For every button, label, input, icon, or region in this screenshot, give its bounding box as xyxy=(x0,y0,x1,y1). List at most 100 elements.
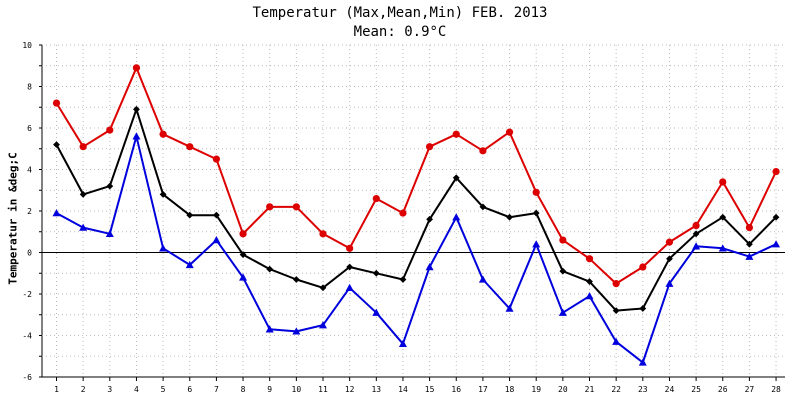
x-tick-label: 5 xyxy=(161,385,166,394)
data-point-triangle xyxy=(372,308,381,316)
data-point-circle xyxy=(186,143,194,151)
x-tick-label: 24 xyxy=(665,385,675,394)
x-tick-label: 14 xyxy=(398,385,408,394)
x-tick-label: 25 xyxy=(691,385,701,394)
data-point-circle xyxy=(346,244,354,252)
data-point-triangle xyxy=(612,337,621,345)
data-point-triangle xyxy=(772,240,781,248)
data-point-circle xyxy=(319,230,327,238)
x-tick-label: 7 xyxy=(214,385,219,394)
data-point-diamond xyxy=(532,209,540,217)
data-point-triangle xyxy=(265,325,274,333)
x-tick-label: 6 xyxy=(187,385,192,394)
data-point-triangle xyxy=(52,209,61,217)
data-point-diamond xyxy=(53,141,60,148)
data-point-diamond xyxy=(639,305,647,312)
data-point-triangle xyxy=(185,260,194,269)
data-point-circle xyxy=(132,64,141,72)
data-point-diamond xyxy=(346,263,354,271)
data-point-diamond xyxy=(186,211,194,219)
data-point-circle xyxy=(266,203,274,211)
data-point-circle xyxy=(745,224,754,232)
chart-subtitle: Mean: 0.9°C xyxy=(353,24,447,40)
x-tick-label: 11 xyxy=(318,385,328,394)
data-point-circle xyxy=(452,130,460,138)
data-point-diamond xyxy=(372,269,380,277)
data-point-circle xyxy=(292,203,300,211)
data-point-circle xyxy=(399,209,407,217)
x-tick-label: 19 xyxy=(531,385,541,394)
series-line-diamond xyxy=(55,108,777,312)
x-tick-label: 2 xyxy=(81,385,86,394)
x-tick-label: 21 xyxy=(585,385,595,394)
data-point-triangle xyxy=(398,339,407,347)
x-tick-label: 8 xyxy=(241,385,246,394)
data-point-circle xyxy=(532,188,540,196)
data-point-diamond xyxy=(746,240,753,248)
data-point-triangle xyxy=(159,244,168,252)
data-point-circle xyxy=(79,143,87,151)
data-point-circle xyxy=(426,143,434,151)
x-tick-label: 28 xyxy=(771,385,781,394)
x-tick-label: 4 xyxy=(134,385,139,394)
y-tick-label: -6 xyxy=(22,373,32,382)
x-tick-label: 1 xyxy=(54,385,59,394)
series-line-triangle xyxy=(56,135,777,364)
data-point-circle xyxy=(639,263,647,271)
data-point-triangle xyxy=(345,283,354,291)
data-point-diamond xyxy=(239,251,247,258)
x-tick-label: 9 xyxy=(267,385,272,394)
data-point-diamond xyxy=(292,276,300,283)
x-tick-label: 16 xyxy=(451,385,461,394)
x-tick-label: 3 xyxy=(107,385,112,394)
data-point-diamond xyxy=(452,174,460,182)
data-point-triangle xyxy=(239,273,248,281)
data-point-diamond xyxy=(666,255,673,263)
x-tick-label: 23 xyxy=(638,385,648,394)
y-tick-label: 8 xyxy=(27,83,32,92)
data-point-diamond xyxy=(479,203,487,211)
x-tick-label: 27 xyxy=(745,385,755,394)
data-point-triangle xyxy=(638,358,647,366)
series-line-circle xyxy=(55,66,777,285)
data-point-circle xyxy=(665,238,674,246)
y-tick-label: 4 xyxy=(27,166,32,175)
data-point-diamond xyxy=(266,265,274,273)
data-point-triangle xyxy=(452,213,461,221)
data-point-triangle xyxy=(425,263,434,271)
data-point-circle xyxy=(239,230,247,238)
data-point-circle xyxy=(52,99,61,107)
x-tick-label: 22 xyxy=(611,385,621,394)
x-tick-label: 13 xyxy=(371,385,381,394)
data-point-triangle xyxy=(532,240,541,248)
x-tick-label: 15 xyxy=(425,385,435,394)
y-tick-label: 0 xyxy=(27,249,32,258)
data-point-triangle xyxy=(558,308,567,316)
data-point-diamond xyxy=(772,213,780,221)
x-tick-label: 17 xyxy=(478,385,488,394)
x-tick-label: 10 xyxy=(292,385,302,394)
chart-title: Temperatur (Max,Mean,Min) FEB. 2013 xyxy=(252,5,548,21)
y-tick-label: 2 xyxy=(27,207,32,216)
data-point-triangle xyxy=(718,244,727,252)
data-point-triangle xyxy=(292,327,301,335)
data-point-circle xyxy=(559,236,567,244)
data-point-triangle xyxy=(319,321,327,329)
x-tick-label: 20 xyxy=(558,385,568,394)
data-point-circle xyxy=(612,280,620,288)
data-point-diamond xyxy=(559,267,567,275)
data-point-circle xyxy=(719,178,727,186)
data-point-circle xyxy=(692,221,700,230)
data-point-diamond xyxy=(106,182,114,190)
data-point-circle xyxy=(372,194,380,203)
data-point-diamond xyxy=(399,276,407,283)
data-point-circle xyxy=(585,255,594,263)
data-point-circle xyxy=(772,167,780,176)
y-tick-label: 6 xyxy=(27,124,32,133)
x-tick-label: 26 xyxy=(718,385,728,394)
data-point-diamond xyxy=(586,278,593,285)
data-point-triangle xyxy=(665,279,674,287)
data-point-circle xyxy=(159,130,167,138)
data-point-diamond xyxy=(133,105,140,113)
data-point-diamond xyxy=(426,215,433,223)
